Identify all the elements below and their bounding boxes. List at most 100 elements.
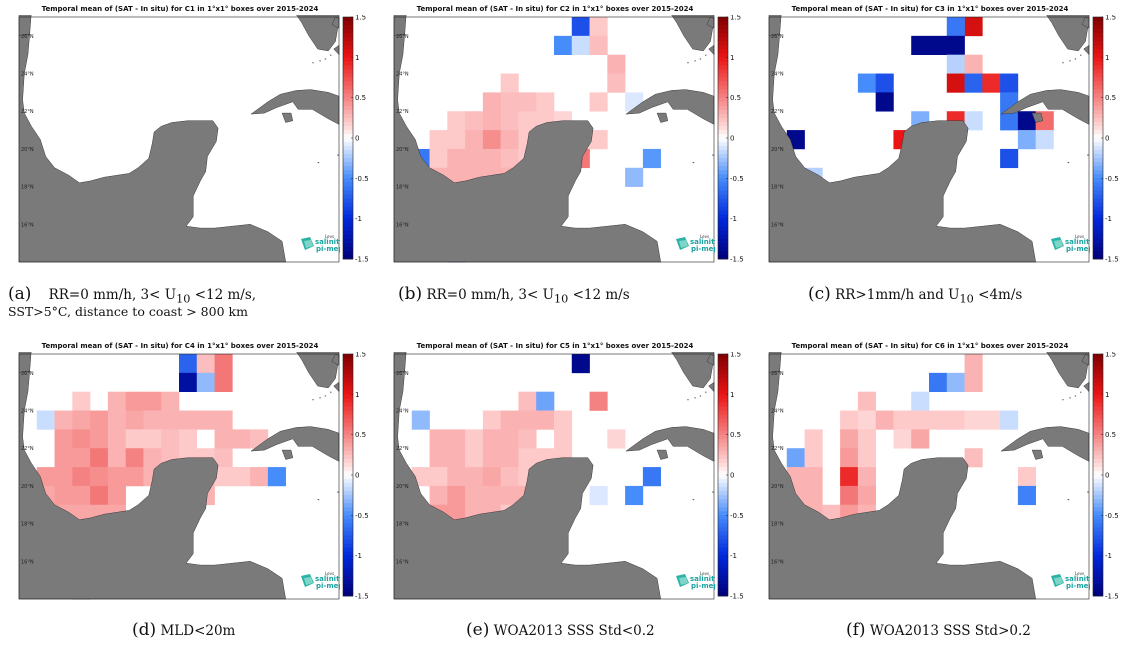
colorbar-label: 0 — [355, 472, 359, 480]
colorbar-segment — [1093, 166, 1103, 171]
colorbar-segment — [718, 358, 728, 363]
colorbar-segment — [1093, 386, 1103, 391]
island — [699, 58, 702, 60]
colorbar-segment — [343, 450, 353, 456]
colorbar-segment — [718, 535, 728, 540]
colorbar-segment — [343, 442, 353, 448]
colorbar-segment — [1093, 138, 1103, 143]
colorbar-segment — [1093, 487, 1103, 492]
colorbar-segment — [1093, 539, 1103, 544]
colorbar-segment — [1093, 374, 1103, 379]
data-cell — [500, 111, 519, 131]
colorbar-label: 1 — [355, 391, 359, 399]
colorbar-segment — [718, 430, 728, 436]
data-cell — [72, 429, 91, 449]
colorbar-segment — [343, 426, 353, 432]
data-cell — [125, 467, 144, 487]
colorbar-segment — [1093, 250, 1103, 256]
colorbar-segment — [718, 25, 728, 30]
island — [692, 499, 695, 501]
colorbar-segment — [718, 142, 728, 147]
colorbar-segment — [343, 226, 353, 232]
logo-line-1: salinity — [690, 238, 715, 246]
data-cell — [875, 410, 894, 430]
island — [692, 162, 695, 164]
colorbar-segment — [343, 470, 353, 476]
lat-label: 22°N — [21, 446, 34, 452]
colorbar-label: -1 — [355, 215, 362, 223]
colorbar-segment — [343, 446, 353, 452]
colorbar-segment — [343, 21, 353, 26]
island — [687, 399, 689, 401]
caption-letter: (f) — [846, 620, 866, 640]
colorbar-segment — [718, 406, 728, 411]
colorbar-segment — [343, 555, 353, 561]
data-cell — [107, 391, 126, 411]
colorbar-segment — [343, 150, 353, 155]
data-cell — [107, 485, 126, 506]
data-cell — [518, 429, 537, 449]
colorbar-segment — [343, 93, 353, 99]
map-plot: 16°N18°N20°N22°N24°N26°N96°W93°W90°W87°W… — [768, 15, 1090, 263]
data-cell — [90, 485, 109, 506]
colorbar-segment — [343, 254, 353, 260]
data-cell — [214, 354, 233, 374]
lat-label: 22°N — [771, 446, 784, 452]
island — [1087, 154, 1089, 156]
data-cell — [214, 467, 233, 487]
colorbar-segment — [1093, 454, 1103, 460]
data-cell — [500, 485, 519, 506]
colorbar-segment — [718, 374, 728, 379]
colorbar-label: -1 — [355, 552, 362, 560]
colorbar-segment — [1093, 133, 1103, 139]
colorbar-segment — [1093, 450, 1103, 456]
colorbar-label: 0.5 — [355, 94, 366, 102]
island — [712, 491, 714, 493]
colorbar-segment — [1093, 394, 1103, 399]
colorbar-segment — [343, 218, 353, 224]
data-cell — [72, 448, 91, 468]
land-isla — [656, 112, 669, 123]
colorbar-segment — [718, 21, 728, 26]
caption-sub: 10 — [553, 292, 569, 306]
logo-line-2: pi-mep — [691, 582, 715, 590]
data-cell — [179, 410, 198, 430]
colorbar-segment — [343, 386, 353, 391]
logo-top-text: Levs — [325, 234, 334, 239]
colorbar-segment — [718, 551, 728, 557]
lat-label: 16°N — [396, 222, 409, 228]
data-cell — [482, 429, 501, 449]
data-cell — [840, 448, 859, 468]
data-cell — [482, 467, 501, 487]
colorbar-segment — [343, 523, 353, 528]
colorbar-segment — [718, 414, 728, 419]
colorbar-segment — [1093, 178, 1103, 183]
colorbar-label: 0 — [1105, 135, 1109, 143]
data-cell — [72, 410, 91, 430]
data-cell — [447, 467, 466, 487]
colorbar-label: 0 — [730, 135, 734, 143]
caption-text: RR>1mm/h and U — [835, 287, 960, 303]
colorbar-segment — [718, 470, 728, 476]
data-cell — [482, 448, 501, 468]
colorbar-segment — [1093, 579, 1103, 585]
colorbar-segment — [718, 591, 728, 597]
colorbar-segment — [343, 105, 353, 111]
colorbar-segment — [718, 170, 728, 175]
colorbar-segment — [343, 370, 353, 375]
logo-line-2: pi-mep — [316, 245, 340, 253]
data-cell — [607, 54, 626, 74]
colorbar: 1.5 1 0.5 0 -0.5 -1 -1.5 — [1092, 352, 1119, 601]
data-cell — [964, 410, 983, 430]
data-cell — [840, 485, 859, 506]
data-cell — [500, 448, 519, 468]
colorbar-segment — [343, 378, 353, 383]
colorbar-segment — [343, 25, 353, 30]
island — [694, 397, 696, 399]
caption-letter: (a) — [8, 284, 32, 304]
map-frame — [393, 353, 715, 600]
data-cell — [72, 485, 91, 506]
colorbar-segment — [718, 438, 728, 444]
data-cell — [214, 372, 233, 392]
data-cell — [465, 485, 484, 506]
